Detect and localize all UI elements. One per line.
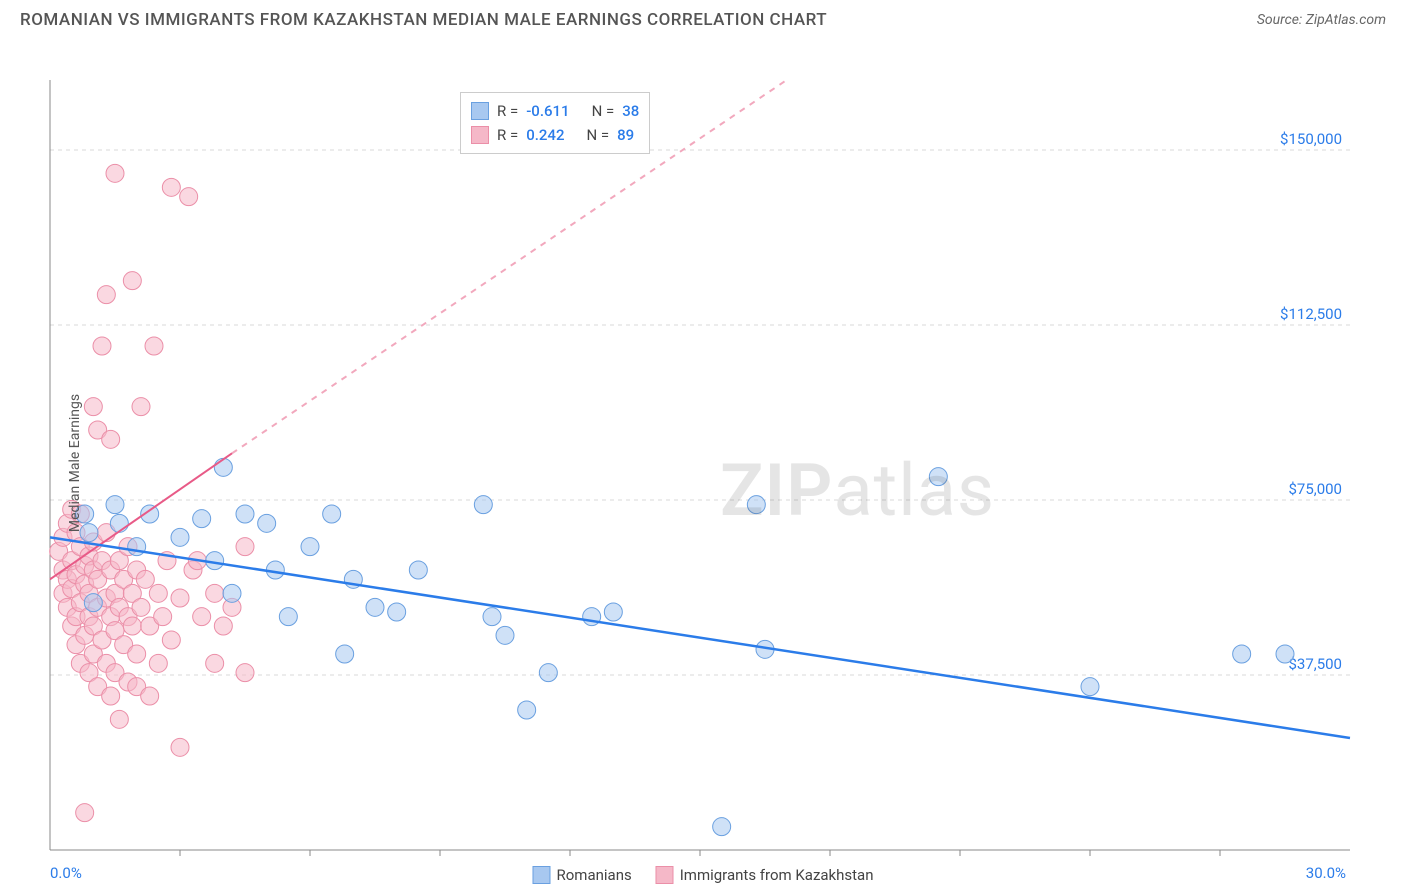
scatter-plot-svg: $37,500 $75,000 $112,500 $150,000: [0, 38, 1406, 888]
legend-row-kazakhstan: R = 0.242 N = 89: [471, 123, 639, 147]
svg-text:$75,000: $75,000: [1288, 480, 1342, 498]
chart-area: Median Male Earnings $37,500 $75,000 $112,…: [0, 38, 1406, 888]
legend-item-romanians: Romanians: [532, 866, 631, 884]
svg-text:$150,000: $150,000: [1280, 130, 1342, 148]
series-legend: Romanians Immigrants from Kazakhstan: [532, 866, 873, 884]
x-axis-min-label: 0.0%: [50, 864, 82, 882]
correlation-legend: R = -0.611 N = 38 R = 0.242 N = 89: [460, 92, 650, 154]
swatch-romanians-b: [532, 866, 550, 884]
chart-header: ROMANIAN VS IMMIGRANTS FROM KAZAKHSTAN M…: [0, 0, 1406, 38]
svg-text:$112,500: $112,500: [1280, 305, 1342, 323]
svg-text:$37,500: $37,500: [1288, 655, 1342, 673]
legend-item-kazakhstan: Immigrants from Kazakhstan: [656, 866, 874, 884]
x-axis-max-label: 30.0%: [1306, 864, 1346, 882]
y-axis-label: Median Male Earnings: [67, 394, 83, 532]
swatch-kazakhstan: [471, 126, 489, 144]
swatch-kazakhstan-b: [656, 866, 674, 884]
chart-source: Source: ZipAtlas.com: [1257, 12, 1386, 28]
legend-row-romanians: R = -0.611 N = 38: [471, 99, 639, 123]
chart-title: ROMANIAN VS IMMIGRANTS FROM KAZAKHSTAN M…: [20, 10, 827, 30]
swatch-romanians: [471, 102, 489, 120]
